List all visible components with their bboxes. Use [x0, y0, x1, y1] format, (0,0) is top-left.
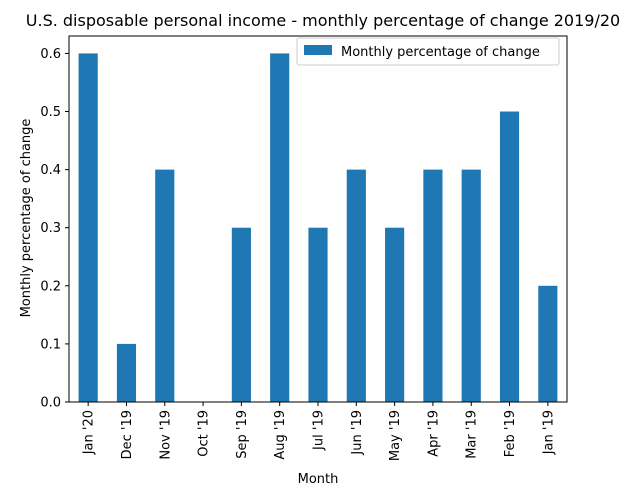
legend: Monthly percentage of change — [296, 37, 560, 66]
x-tick-label: Jul '19 — [312, 410, 327, 451]
x-axis: Jan '20 Dec '19 Nov '19 Oct '19 Sep '19 Aug '… — [82, 402, 556, 461]
bar — [270, 53, 290, 403]
bars-group — [78, 53, 558, 403]
y-axis: 0.0 0.1 0.2 0.3 0.4 0.5 0.6 — [40, 47, 69, 411]
bar — [78, 53, 98, 403]
y-tick-label: 0.1 — [40, 337, 61, 352]
x-tick-label: Mar '19 — [465, 410, 480, 459]
x-tick-label: Jan '19 — [541, 410, 556, 455]
y-tick-label: 0.3 — [40, 221, 61, 236]
x-tick-label: Aug '19 — [273, 410, 288, 460]
y-tick-label: 0.2 — [40, 279, 61, 294]
bar — [499, 111, 520, 403]
legend-box — [296, 37, 560, 66]
x-tick-label: Oct '19 — [197, 410, 212, 457]
legend-swatch — [304, 45, 332, 55]
x-tick-label: Jun '19 — [350, 410, 365, 456]
bar — [231, 227, 251, 402]
x-tick-label: Feb '19 — [503, 410, 518, 457]
x-tick-label: Dec '19 — [120, 410, 135, 459]
bar — [538, 285, 558, 402]
y-tick-label: 0.0 — [40, 396, 61, 411]
y-axis-label: Monthly percentage of change — [19, 119, 34, 318]
bar — [155, 169, 175, 402]
y-tick-label: 0.6 — [40, 47, 61, 62]
x-tick-label: May '19 — [388, 410, 403, 461]
bar — [308, 227, 328, 402]
bar — [346, 169, 366, 402]
y-tick-label: 0.4 — [40, 163, 61, 178]
x-tick-label: Sep '19 — [235, 410, 250, 459]
bar — [461, 169, 481, 402]
x-tick-label: Nov '19 — [158, 410, 173, 460]
x-axis-label: Month — [298, 472, 339, 487]
bar — [116, 343, 137, 402]
x-tick-label: Apr '19 — [426, 410, 441, 457]
x-tick-label: Jan '20 — [82, 410, 97, 455]
legend-label: Monthly percentage of change — [341, 45, 540, 60]
plot-frame — [68, 35, 568, 403]
bar — [385, 227, 405, 402]
chart-title: U.S. disposable personal income - monthl… — [26, 11, 620, 30]
y-tick-label: 0.5 — [40, 105, 61, 120]
bar — [423, 169, 443, 402]
